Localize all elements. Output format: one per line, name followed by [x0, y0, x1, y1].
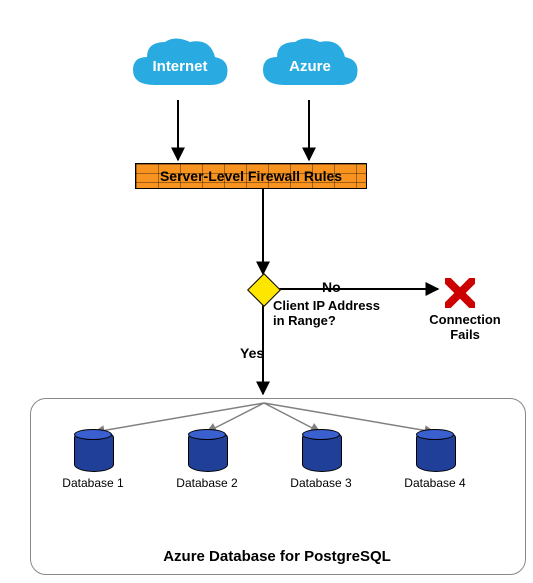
- database-label: Database 1: [43, 476, 143, 490]
- connection-fails-label: Connection Fails: [415, 312, 515, 342]
- database-icon: [416, 430, 454, 470]
- cloud-internet-label: Internet: [125, 58, 235, 75]
- database-item: Database 2: [157, 430, 257, 490]
- diagram-canvas: Internet Azure Server-Level Firewall Rul…: [0, 0, 533, 583]
- edge-label-yes: Yes: [240, 345, 264, 361]
- x-mark-icon: [445, 278, 475, 313]
- edge-label-no: No: [322, 279, 341, 295]
- database-icon: [74, 430, 112, 470]
- database-label: Database 4: [385, 476, 485, 490]
- firewall-label: Server-Level Firewall Rules: [160, 168, 342, 184]
- database-item: Database 1: [43, 430, 143, 490]
- db-group-title: Azure Database for PostgreSQL: [30, 548, 524, 565]
- database-icon: [188, 430, 226, 470]
- database-icon: [302, 430, 340, 470]
- database-label: Database 2: [157, 476, 257, 490]
- database-item: Database 3: [271, 430, 371, 490]
- cloud-azure: Azure: [255, 30, 365, 100]
- cloud-azure-label: Azure: [255, 58, 365, 75]
- database-label: Database 3: [271, 476, 371, 490]
- database-item: Database 4: [385, 430, 485, 490]
- decision-label: Client IP Address in Range?: [273, 298, 423, 328]
- cloud-internet: Internet: [125, 30, 235, 100]
- firewall-rules-box: Server-Level Firewall Rules: [135, 163, 367, 189]
